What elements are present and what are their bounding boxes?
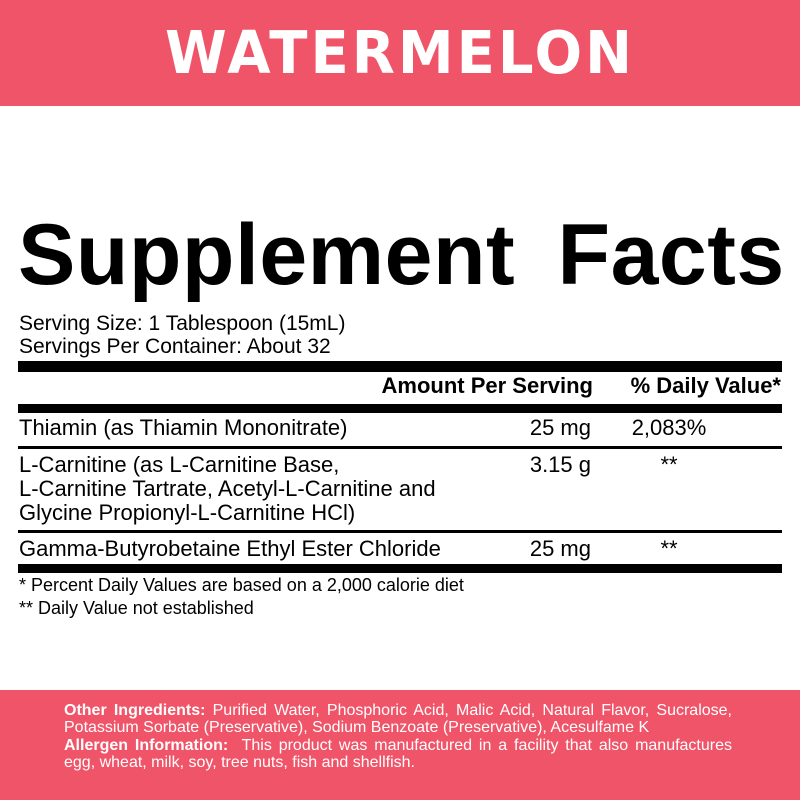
- footnote-not-established: ** Daily Value not established: [19, 598, 254, 618]
- flavor-name: WATERMELON: [165, 18, 635, 88]
- page-title: Supplement Facts: [18, 207, 785, 303]
- other-ingredients-label: Other Ingredients:: [64, 702, 206, 719]
- nutrient-name-line: Glycine Propionyl-L-Carnitine HCl): [19, 500, 356, 525]
- nutrient-name: Gamma-Butyrobetaine Ethyl Ester Chloride: [19, 536, 441, 561]
- allergen-text: This product was manufactured in a facil…: [64, 736, 737, 772]
- divider-thick: [18, 361, 782, 372]
- nutrient-amount: 3.15 g: [529, 452, 591, 477]
- nutrient-amount: 25 mg: [529, 415, 591, 440]
- other-ingredients-text: Purified Water, Phosphoric Acid, Malic A…: [64, 702, 733, 737]
- footnote-daily-values: * Percent Daily Values are based on a 2,…: [19, 575, 464, 595]
- table-row: Gamma-Butyrobetaine Ethyl Ester Chloride…: [19, 537, 781, 561]
- nutrient-amount: 25 mg: [529, 536, 591, 561]
- nutrient-daily-value: **: [660, 536, 678, 561]
- serving-size: Serving Size: 1 Tablespoon (15mL): [19, 312, 346, 335]
- divider-thin: [18, 530, 782, 533]
- divider-thick: [18, 404, 782, 413]
- divider-thin: [18, 446, 782, 449]
- table-row: L-Carnitine (as L-Carnitine Base, L-Carn…: [19, 453, 781, 525]
- nutrient-name-line: L-Carnitine (as L-Carnitine Base,: [19, 452, 340, 477]
- daily-value-header: % Daily Value*: [630, 373, 781, 398]
- nutrient-name: Thiamin (as Thiamin Mononitrate): [19, 415, 348, 440]
- nutrient-name-line: L-Carnitine Tartrate, Acetyl-L-Carnitine…: [19, 476, 436, 501]
- nutrient-daily-value: 2,083%: [631, 415, 707, 440]
- divider-thick: [18, 564, 782, 573]
- flavor-banner: WATERMELON: [0, 0, 800, 106]
- servings-per-container: Servings Per Container: About 32: [19, 335, 331, 358]
- nutrient-daily-value: **: [660, 452, 678, 477]
- allergen-label: Allergen Information:: [64, 736, 229, 754]
- table-row: Thiamin (as Thiamin Mononitrate) 25 mg 2…: [19, 416, 781, 440]
- ingredients-panel: Other Ingredients: Purified Water, Phosp…: [0, 690, 800, 800]
- other-ingredients: Other Ingredients: Purified Water, Phosp…: [64, 702, 732, 737]
- allergen-information: Allergen Information: This product was m…: [64, 737, 732, 772]
- amount-header: Amount Per Serving: [381, 373, 593, 398]
